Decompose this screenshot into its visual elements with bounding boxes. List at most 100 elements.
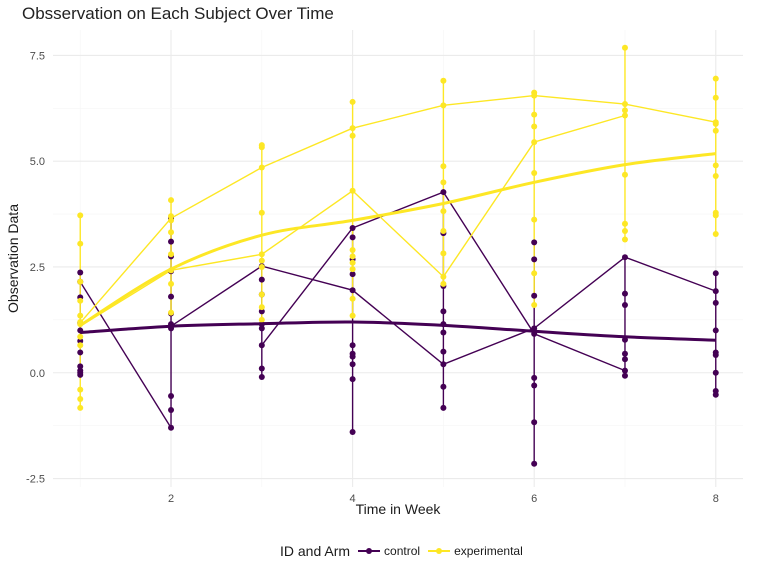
experimental-point (440, 273, 447, 280)
control-point (440, 308, 447, 315)
y-tick-label: 7.5 (30, 50, 45, 62)
control-point (349, 271, 356, 278)
control-point (349, 225, 356, 232)
control-point (168, 424, 175, 431)
experimental-point (531, 170, 538, 177)
experimental-point (168, 213, 175, 220)
y-tick-label: 2.5 (30, 262, 45, 274)
experimental-point (440, 250, 447, 257)
experimental-point (168, 251, 175, 258)
control-point (168, 406, 175, 413)
experimental-point (712, 172, 719, 179)
experimental-point (531, 139, 538, 146)
control-point (712, 327, 719, 334)
control-point (621, 356, 628, 363)
control-point (349, 287, 356, 294)
control-point (440, 361, 447, 368)
control-point (531, 292, 538, 299)
control-point (712, 270, 719, 277)
control-point (531, 256, 538, 263)
control-point (621, 290, 628, 297)
experimental-point (621, 236, 628, 243)
legend-key-experimental (428, 548, 451, 554)
control-point (621, 254, 628, 261)
experimental-point (77, 312, 84, 319)
control-point (168, 293, 175, 300)
experimental-point (258, 291, 265, 298)
y-tick-label: 5.0 (30, 156, 45, 168)
legend-item-control: control (358, 544, 420, 558)
experimental-point (77, 212, 84, 219)
experimental-point (531, 111, 538, 118)
x-tick-label: 6 (531, 493, 537, 505)
experimental-point (440, 179, 447, 186)
experimental-point (621, 171, 628, 178)
experimental-point (531, 123, 538, 130)
experimental-point (440, 280, 447, 287)
experimental-point (712, 127, 719, 134)
control-point (349, 234, 356, 241)
legend-key-control (358, 548, 381, 554)
experimental-point (258, 257, 265, 264)
experimental-point (531, 302, 538, 309)
experimental-point (621, 44, 628, 51)
legend: ID and Arm control experimental (280, 541, 531, 561)
experimental-point (712, 120, 719, 127)
experimental-point (77, 297, 84, 304)
point-layer (77, 44, 719, 467)
experimental-point (440, 102, 447, 109)
experimental-point (349, 253, 356, 260)
experimental-point (258, 304, 265, 311)
experimental-point (77, 342, 84, 349)
control-point (349, 361, 356, 368)
control-point (440, 383, 447, 390)
control-point (712, 391, 719, 398)
control-point (349, 353, 356, 360)
experimental-point (349, 247, 356, 254)
experimental-point (349, 187, 356, 194)
experimental-point (77, 278, 84, 285)
experimental-point (77, 240, 84, 247)
experimental-point (77, 404, 84, 411)
legend-title: ID and Arm (280, 543, 351, 559)
control-point (712, 299, 719, 306)
experimental-point (349, 266, 356, 273)
experimental-point (168, 309, 175, 316)
experimental-point (258, 209, 265, 216)
experimental-point (440, 227, 447, 234)
experimental-point (258, 144, 265, 151)
experimental-point (712, 162, 719, 169)
experimental-point (258, 164, 265, 171)
control-point (712, 369, 719, 376)
legend-item-experimental: experimental (428, 544, 523, 558)
experimental-point (168, 280, 175, 287)
y-axis-title: Observation Data (5, 204, 21, 313)
experimental-smooth-line (79, 152, 716, 327)
control-point (258, 325, 265, 332)
control-smooth-line (80, 320, 716, 342)
experimental-point (258, 263, 265, 270)
experimental-point (77, 395, 84, 402)
experimental-point (712, 212, 719, 219)
experimental-point (349, 312, 356, 319)
experimental-point (621, 107, 628, 114)
legend-label-experimental: experimental (454, 544, 523, 558)
control-point (77, 371, 84, 378)
experimental-point (77, 386, 84, 393)
x-tick-label: 2 (168, 493, 174, 505)
y-tick-label: 0.0 (30, 368, 45, 380)
control-point (531, 419, 538, 426)
experimental-point (349, 295, 356, 302)
experimental-subject-line (79, 94, 716, 324)
control-point (621, 367, 628, 374)
chart-title: Obsservation on Each Subject Over Time (22, 4, 334, 23)
control-point (168, 238, 175, 245)
control-point (349, 376, 356, 383)
subject-lines (79, 47, 717, 464)
experimental-point (168, 229, 175, 236)
control-point (621, 372, 628, 379)
control-point (77, 269, 84, 276)
control-point (258, 342, 265, 349)
control-point (621, 302, 628, 309)
